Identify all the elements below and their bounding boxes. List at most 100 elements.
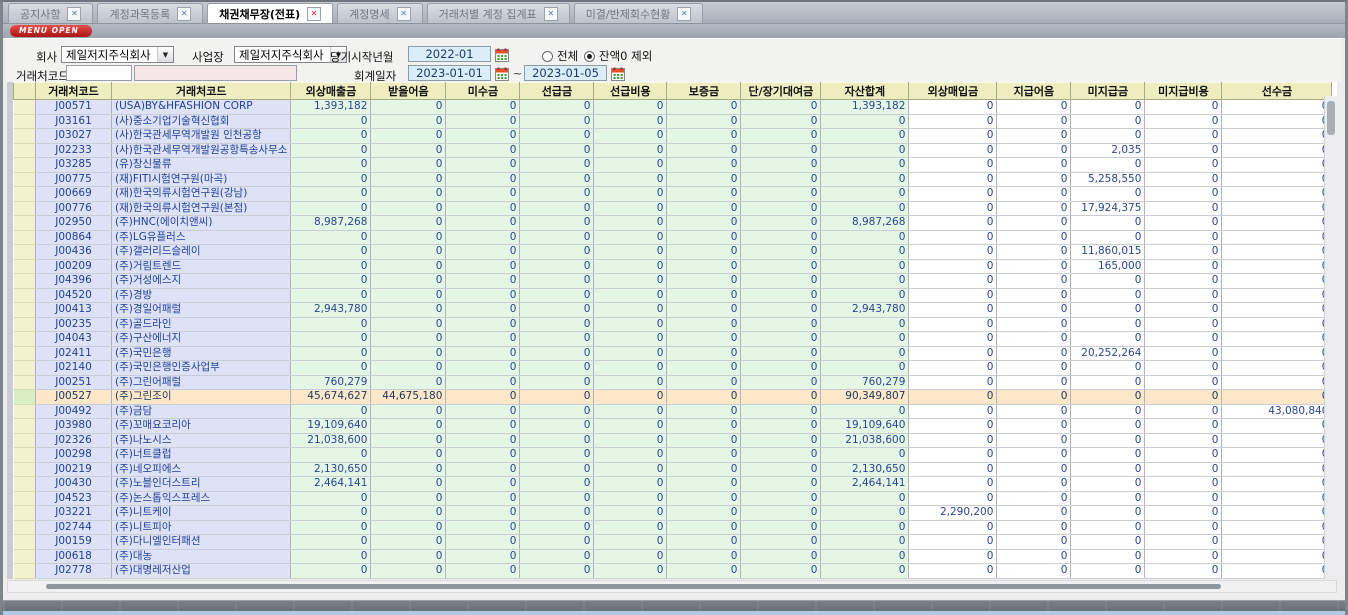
column-header-10[interactable]: 자산합계 xyxy=(820,82,910,100)
grid-row[interactable]: J04520(주)경방0000000000000 xyxy=(13,288,1333,303)
grid-row[interactable]: J04043(주)구산에너지0000000000000 xyxy=(13,331,1333,347)
radio-all[interactable]: 전체 xyxy=(542,48,578,64)
row-selector-cell[interactable] xyxy=(13,172,36,187)
row-selector-cell[interactable] xyxy=(13,259,36,274)
radio-exclude-zero[interactable]: 잔액0 제외 xyxy=(584,48,652,64)
grid-row[interactable]: J00298(주)너트클럽0000000000000 xyxy=(13,447,1333,463)
tab-close-icon[interactable]: ✕ xyxy=(396,6,411,21)
row-selector-cell[interactable] xyxy=(13,244,36,260)
grid-row[interactable]: J02950 (주)HNC(에이치앤씨) 8,987,268 0 0 0 0 0 0 8,987,… xyxy=(13,215,1333,231)
calendar-icon[interactable] xyxy=(611,66,625,81)
row-selector-cell[interactable] xyxy=(13,520,36,535)
row-selector-cell[interactable] xyxy=(13,186,36,202)
menu-open-button[interactable]: MENU OPEN xyxy=(10,25,92,37)
row-selector-cell[interactable] xyxy=(13,157,36,173)
site-select[interactable]: 제일저지주식회사 ▼ xyxy=(234,46,347,63)
tab-close-icon[interactable]: ✕ xyxy=(307,6,322,21)
period-input[interactable]: 2022-01 xyxy=(408,46,491,62)
row-selector-cell[interactable] xyxy=(13,389,36,405)
column-header-6[interactable]: 선급금 xyxy=(519,82,595,100)
row-selector-cell[interactable] xyxy=(13,288,36,303)
tab-close-icon[interactable]: ✕ xyxy=(543,6,558,21)
grid-row[interactable]: J00430 (주)노블인더스트리 2,464,141 0 0 0 0 0 0 2,464,141… xyxy=(13,476,1333,492)
horizontal-scrollbar[interactable] xyxy=(7,580,1337,593)
column-header-3[interactable]: 외상매출금 xyxy=(290,82,372,100)
column-header-5[interactable]: 미수금 xyxy=(445,82,521,100)
chevron-down-icon[interactable]: ▼ xyxy=(330,47,346,62)
row-selector-cell[interactable] xyxy=(13,578,36,579)
vertical-scrollbar[interactable] xyxy=(1324,96,1337,579)
column-header-12[interactable]: 지급어음 xyxy=(996,82,1072,100)
tab-close-icon[interactable]: ✕ xyxy=(67,6,82,21)
tab-3[interactable]: 채권채무장(전표) ✕ xyxy=(207,3,334,23)
row-selector-cell[interactable] xyxy=(13,534,36,550)
row-selector-cell[interactable] xyxy=(13,360,36,376)
column-header-2[interactable]: 거래처코드 xyxy=(110,82,292,100)
row-selector-cell[interactable] xyxy=(13,230,36,245)
grid-row[interactable]: J00571 (USA)BY&HFASHION CORP 1,393,182 0 0 0 0… xyxy=(13,99,1333,115)
column-header-7[interactable]: 선급비용 xyxy=(593,82,668,100)
tab-close-icon[interactable]: ✕ xyxy=(677,6,692,21)
column-header-13[interactable]: 미지급금 xyxy=(1070,82,1146,100)
grid-row[interactable]: J04523(주)논스톱익스프레스0000000000000 xyxy=(13,491,1333,506)
tab-2[interactable]: 계정과목등록 ✕ xyxy=(97,3,204,23)
row-selector-cell[interactable] xyxy=(13,273,36,289)
row-selector-cell[interactable] xyxy=(13,317,36,332)
grid-row[interactable]: J00159(주)다니엘인터패션0000000000000 xyxy=(13,534,1333,550)
tab-close-icon[interactable]: ✕ xyxy=(177,6,192,21)
grid-row[interactable]: J02140(주)국민은행인증사업부0000000000000 xyxy=(13,360,1333,376)
grid-row[interactable]: J00235(주)골드라인0000000000000 xyxy=(13,317,1333,332)
column-header-4[interactable]: 받을어음 xyxy=(370,82,447,100)
tab-5[interactable]: 거래처별 계정 집계표 ✕ xyxy=(426,3,570,23)
grid-row[interactable]: J03285(유)창신물류0000000000000 xyxy=(13,157,1333,173)
vendor-name-input[interactable] xyxy=(134,65,297,81)
row-selector-cell[interactable] xyxy=(13,433,36,448)
grid-row[interactable]: J00527 (주)그린조이 45,674,627 44,675,180 0 0 0 0 0 90… xyxy=(13,389,1333,405)
tab-4[interactable]: 계정명세 ✕ xyxy=(337,3,423,23)
grid-row[interactable]: J02326 (주)나노시스 21,038,600 0 0 0 0 0 0 21,038,600 0… xyxy=(13,433,1333,448)
chevron-down-icon[interactable]: ▼ xyxy=(157,47,173,62)
grid-row[interactable]: J04073(주)대신0000000000000 xyxy=(13,578,1333,579)
row-selector-cell[interactable] xyxy=(13,418,36,434)
row-selector-cell[interactable] xyxy=(13,404,36,419)
row-selector-cell[interactable] xyxy=(13,563,36,579)
calendar-icon[interactable] xyxy=(495,66,509,81)
row-selector-cell[interactable] xyxy=(13,302,36,318)
column-header-14[interactable]: 미지급비용 xyxy=(1144,82,1223,100)
row-selector-cell[interactable] xyxy=(13,331,36,347)
grid-row[interactable]: J02233 (사)한국관세무역개발원공항특송사무소 0 0 0 0 0 0 0 0 0 0 2,035… xyxy=(13,143,1333,158)
row-selector-cell[interactable] xyxy=(13,491,36,506)
grid-row[interactable]: J03161(사)중소기업기술혁신협회0000000000000 xyxy=(13,114,1333,129)
date-to-input[interactable]: 2023-01-05 xyxy=(524,65,607,81)
row-selector-cell[interactable] xyxy=(13,143,36,158)
vertical-scrollbar-thumb[interactable] xyxy=(1327,101,1335,135)
row-selector-cell[interactable] xyxy=(13,201,36,216)
tab-1[interactable]: 공지사항 ✕ xyxy=(8,3,94,23)
grid-row[interactable]: J00219 (주)네오피에스 2,130,650 0 0 0 0 0 0 2,130,650 0 0… xyxy=(13,462,1333,477)
company-select[interactable]: 제일저지주식회사 ▼ xyxy=(61,46,174,63)
vendor-code-input[interactable] xyxy=(66,65,132,81)
grid-row[interactable]: J02744(주)니트피아0000000000000 xyxy=(13,520,1333,535)
grid-row[interactable]: J00775 (재)FITI시험연구원(마곡) 0 0 0 0 0 0 0 0 0 0 5,258,55… xyxy=(13,172,1333,187)
row-selector-cell[interactable] xyxy=(13,462,36,477)
column-header-8[interactable]: 보증금 xyxy=(666,82,742,100)
grid-row[interactable]: J00864(주)LG유플러스0000000000000 xyxy=(13,230,1333,245)
row-selector-cell[interactable] xyxy=(13,375,36,390)
grid-row[interactable]: J00492 (주)금담 0 0 0 0 0 0 0 0 0 0 0 0 43,080,840 xyxy=(13,404,1333,419)
column-header-11[interactable]: 외상매입금 xyxy=(908,82,998,100)
row-selector-cell[interactable] xyxy=(13,476,36,492)
row-selector-cell[interactable] xyxy=(13,114,36,129)
calendar-icon[interactable] xyxy=(495,47,509,62)
horizontal-scrollbar-thumb[interactable] xyxy=(46,584,1221,589)
column-header-9[interactable]: 단/장기대여금 xyxy=(740,82,822,100)
row-selector-cell[interactable] xyxy=(13,447,36,463)
grid-row[interactable]: J03027(사)한국관세무역개발원 인천공항0000000000000 xyxy=(13,128,1333,144)
grid-row[interactable]: J00776 (재)한국의류시험연구원(본점) 0 0 0 0 0 0 0 0 0 0 17,924,3… xyxy=(13,201,1333,216)
row-selector-cell[interactable] xyxy=(13,505,36,521)
grid-row[interactable]: J02778(주)대명레저산업0000000000000 xyxy=(13,563,1333,579)
grid-row[interactable]: J00618(주)대농0000000000000 xyxy=(13,549,1333,564)
